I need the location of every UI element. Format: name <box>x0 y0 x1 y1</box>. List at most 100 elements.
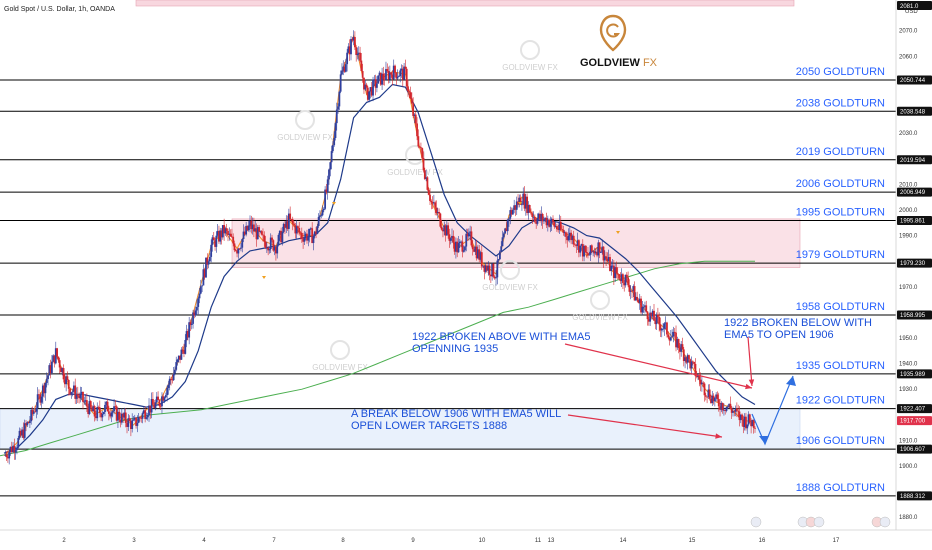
price-tag-top <box>897 1 932 10</box>
candle-body <box>148 405 150 416</box>
candle-body <box>517 201 519 205</box>
candle-body <box>408 91 411 93</box>
candle-body <box>434 202 437 208</box>
candle-body <box>456 241 459 253</box>
watermark-text: GOLDVIEW FX <box>572 313 628 322</box>
candle-body <box>41 385 44 397</box>
candle-body <box>495 277 497 279</box>
candle-body <box>410 98 413 104</box>
candle-body <box>576 240 579 246</box>
candle-body <box>53 355 56 364</box>
candle-body <box>747 414 750 425</box>
candle-body <box>748 414 751 423</box>
candle-body <box>146 415 149 418</box>
candle-body <box>49 365 52 373</box>
candle-body <box>285 221 288 228</box>
candle-body <box>449 238 452 241</box>
candle-body <box>206 257 209 265</box>
candle-body <box>102 412 105 415</box>
candle-body <box>575 245 578 246</box>
candle-body <box>594 251 597 254</box>
watermark-pin-icon <box>330 340 350 360</box>
candle-body <box>658 316 661 325</box>
watermark-pin-icon <box>405 145 425 165</box>
candle-body <box>619 278 622 281</box>
candle-body <box>603 256 606 261</box>
candle-body <box>640 298 642 313</box>
candle-body <box>689 359 692 369</box>
candle-body <box>331 145 334 152</box>
candle-body <box>651 310 654 317</box>
watermark-pin-icon <box>500 260 520 280</box>
candle-body <box>4 454 7 456</box>
price-tick-label: 1970.0 <box>899 285 918 291</box>
candle-body <box>612 265 615 278</box>
level-label: 2019 GOLDTURN <box>796 146 885 158</box>
candle-body <box>307 236 310 241</box>
candle-body <box>304 233 307 238</box>
candle-body <box>438 211 440 214</box>
candle-body <box>685 357 688 363</box>
candle-body <box>552 218 554 223</box>
candle-body <box>676 339 679 348</box>
candle-body <box>208 256 211 262</box>
candle-body <box>378 72 381 76</box>
flag-icon <box>813 516 825 528</box>
candles <box>4 30 756 465</box>
candle-body <box>333 137 336 146</box>
candle-body <box>31 409 34 414</box>
candle-body <box>515 201 518 210</box>
candle-body <box>629 290 632 292</box>
candle-body <box>484 265 487 272</box>
candle-body <box>710 398 712 403</box>
candle-body <box>73 385 75 392</box>
candle-body <box>698 375 701 380</box>
candle-body <box>568 232 571 236</box>
candle-body <box>581 244 584 257</box>
candle-body <box>322 208 325 211</box>
candle-body <box>469 231 472 233</box>
candle-body <box>275 246 277 254</box>
candle-body <box>543 219 545 222</box>
candle-body <box>196 306 198 311</box>
candle-body <box>123 412 126 418</box>
candle-body <box>723 409 725 411</box>
candle-body <box>171 379 174 381</box>
candle-body <box>179 355 181 360</box>
candle-body <box>132 419 135 421</box>
candle-body <box>644 305 646 307</box>
candle-body <box>728 403 731 407</box>
candle-body <box>627 277 630 286</box>
candle-body <box>79 393 82 399</box>
candle-body <box>702 382 705 384</box>
candle-body <box>460 241 462 243</box>
candle-body <box>379 72 382 85</box>
watermarks: GOLDVIEW FX GOLDVIEW FX GOLDVIEW FX GOLDVIE… <box>277 40 628 372</box>
candle-body <box>741 414 743 420</box>
candle-body <box>251 224 254 230</box>
candle-body <box>684 357 686 362</box>
candle-body <box>656 314 659 317</box>
candle-body <box>743 416 746 427</box>
candle-body <box>697 375 699 377</box>
time-tick-label: 17 <box>833 538 840 544</box>
candle-body <box>624 274 627 286</box>
candle-body <box>509 210 512 219</box>
candle-body <box>742 419 745 427</box>
candle-body <box>587 253 589 256</box>
candle-body <box>488 265 491 275</box>
candle-body <box>636 296 639 300</box>
candle-body <box>313 231 316 237</box>
candle-body <box>107 411 110 414</box>
candle-body <box>404 66 407 69</box>
candle-body <box>300 232 303 239</box>
candle-body <box>280 230 282 243</box>
watermark-text: GOLDVIEW FX <box>277 133 333 142</box>
level-label: 1888 GOLDTURN <box>796 482 885 494</box>
price-tag-text: 1995.861 <box>900 219 926 225</box>
candle-body <box>51 361 53 373</box>
candle-body <box>370 87 373 96</box>
candle-body <box>721 402 724 411</box>
candle-body <box>228 233 231 235</box>
candle-body <box>311 228 314 244</box>
